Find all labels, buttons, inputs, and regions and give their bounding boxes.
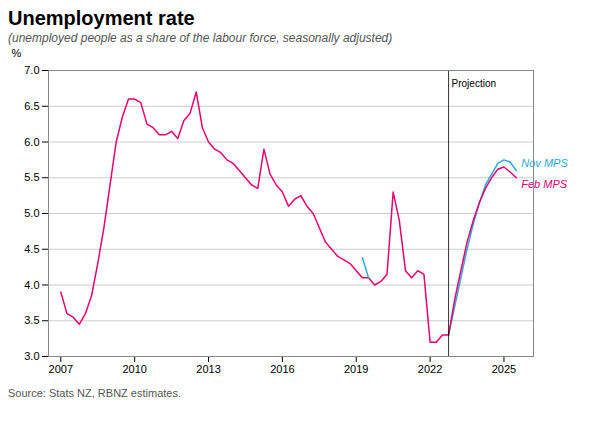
html-text:Source: Stats NZ, RBNZ estimat: Source: Stats NZ, RBNZ estimates. — [8, 387, 181, 399]
svg-text:2022: 2022 — [418, 363, 442, 375]
svg-text:Feb MPS: Feb MPS — [521, 178, 568, 190]
svg-text:7.0: 7.0 — [24, 64, 39, 76]
html-text:Unemployment rate: Unemployment rate — [8, 7, 195, 29]
svg-text:Nov MPS: Nov MPS — [521, 157, 568, 169]
svg-text:5.5: 5.5 — [24, 171, 39, 183]
svg-text:2007: 2007 — [49, 363, 73, 375]
svg-text:5.0: 5.0 — [24, 207, 39, 219]
svg-text:2010: 2010 — [122, 363, 146, 375]
svg-text:2025: 2025 — [492, 363, 516, 375]
svg-text:2016: 2016 — [270, 363, 294, 375]
svg-text:6.0: 6.0 — [24, 136, 39, 148]
html-text:(unemployed people as a share: (unemployed people as a share of the lab… — [8, 31, 393, 45]
svg-text:Projection: Projection — [452, 78, 496, 89]
svg-text:2019: 2019 — [344, 363, 368, 375]
svg-text:4.0: 4.0 — [24, 279, 39, 291]
svg-text:3.5: 3.5 — [24, 314, 39, 326]
svg-text:6.5: 6.5 — [24, 100, 39, 112]
svg-text:3.0: 3.0 — [24, 350, 39, 362]
svg-text:4.5: 4.5 — [24, 243, 39, 255]
svg-text:2013: 2013 — [196, 363, 220, 375]
svg-text:%: % — [12, 47, 22, 59]
